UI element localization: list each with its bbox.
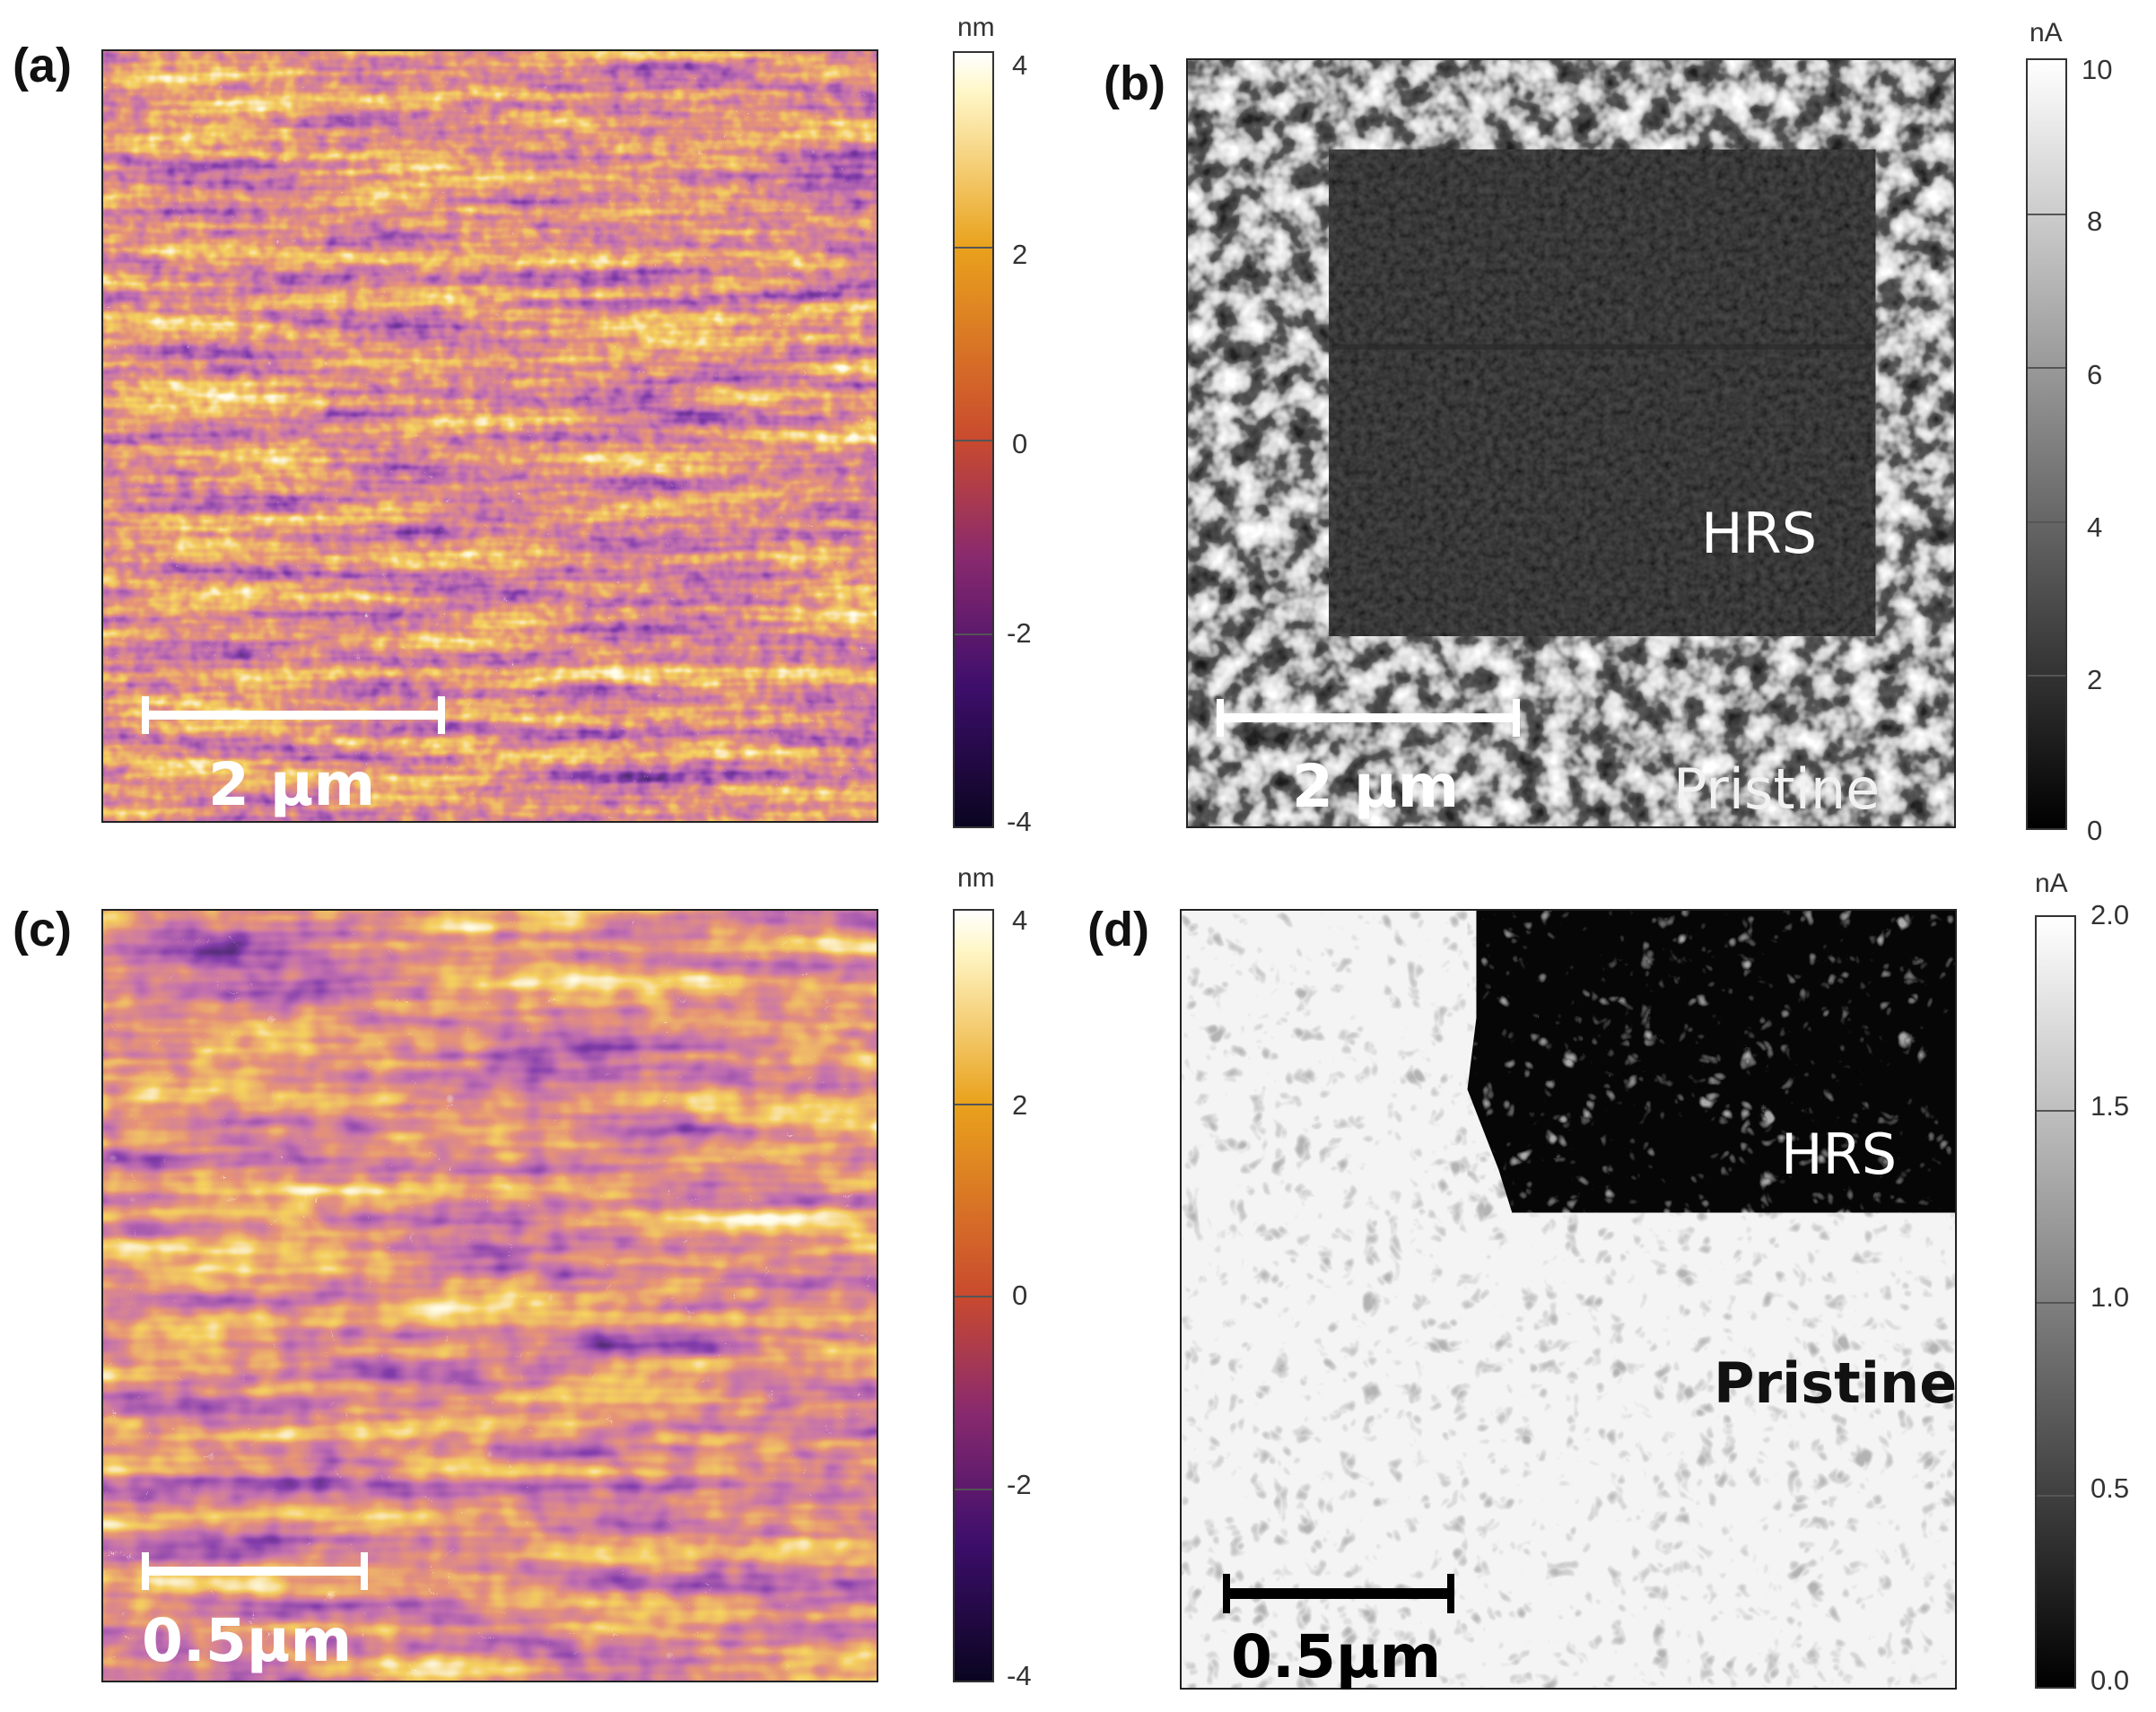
colorbar-c-tick-3: -2 [1007,1469,1032,1500]
panel-c-label: (c) [13,903,72,956]
colorbar-b [2026,58,2067,830]
scale-bar-b [1217,699,1520,737]
colorbar-b-tick-1: 8 [2087,205,2103,237]
colorbar-a-tick-0: 4 [1012,49,1028,81]
colorbar-c-tick-0: 4 [1012,904,1028,936]
scale-bar-a [142,696,445,734]
colorbar-b-tick-5: 0 [2087,815,2103,846]
hrs-label-b: HRS [1701,501,1818,566]
colorbar-a-tick-3: -2 [1007,617,1032,649]
colorbar-c [953,909,994,1682]
panel-d-label: (d) [1087,903,1149,956]
colorbar-d-tick-1: 1.5 [2091,1090,2130,1122]
scale-bar-c [142,1552,368,1590]
cafm-current-map-d [1180,909,1957,1690]
afm-height-map-c [101,909,878,1682]
scale-bar-c-label: 0.5μm [142,1606,353,1675]
scale-bar-d [1223,1574,1454,1613]
colorbar-c-unit: nm [957,863,995,893]
colorbar-c-tick-1: 2 [1012,1089,1028,1121]
pristine-label-b: Pristine [1673,756,1881,822]
colorbar-b-tick-4: 2 [2087,664,2103,695]
colorbar-a-tick-1: 2 [1012,239,1028,270]
panel-b-label: (b) [1104,57,1165,110]
colorbar-d-tick-4: 0.0 [2091,1664,2130,1696]
afm-height-map-a [101,49,878,823]
colorbar-a-tick-2: 0 [1012,428,1028,459]
panel-a-label: (a) [13,39,72,92]
colorbar-a [953,51,994,828]
cafm-current-map-b [1186,58,1956,828]
colorbar-b-tick-0: 10 [2082,54,2113,85]
scale-bar-d-label: 0.5μm [1231,1622,1442,1691]
colorbar-a-tick-4: -4 [1007,806,1032,837]
colorbar-b-unit: nA [2029,18,2063,48]
colorbar-b-tick-2: 6 [2087,359,2103,390]
hrs-label-d: HRS [1781,1122,1898,1187]
colorbar-c-tick-2: 0 [1012,1280,1028,1311]
colorbar-c-tick-4: -4 [1007,1660,1032,1691]
colorbar-d-tick-0: 2.0 [2091,899,2130,930]
scale-bar-b-label: 2 μm [1292,752,1460,821]
colorbar-d [2035,915,2076,1689]
pristine-label-d: Pristine [1714,1350,1958,1416]
colorbar-d-unit: nA [2035,869,2068,898]
colorbar-d-tick-3: 0.5 [2091,1472,2130,1504]
colorbar-d-tick-2: 1.0 [2091,1281,2130,1313]
scale-bar-a-label: 2 μm [208,750,376,819]
colorbar-a-unit: nm [957,13,995,42]
colorbar-b-tick-3: 4 [2087,511,2103,543]
